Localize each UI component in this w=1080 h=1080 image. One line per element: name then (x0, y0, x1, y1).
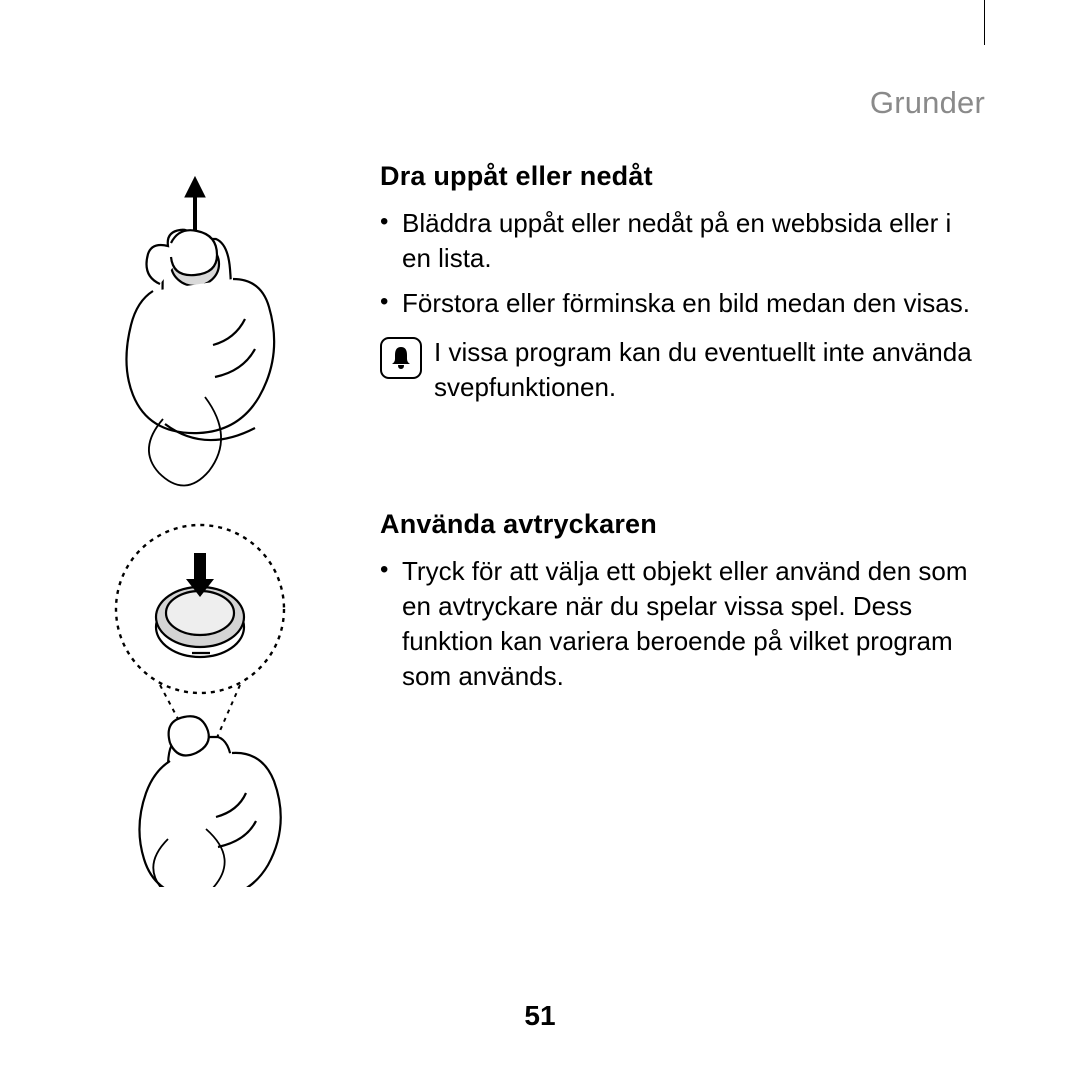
drag-bullets: Bläddra uppåt eller nedåt på en webbsida… (380, 206, 985, 321)
drag-note: I vissa program kan du eventuellt inte a… (380, 335, 985, 405)
page-number: 51 (0, 1000, 1080, 1032)
section-drag-text: Dra uppåt eller nedåt Bläddra uppåt elle… (380, 161, 985, 405)
drag-illustration-svg (105, 169, 335, 489)
drag-bullet-2: Förstora eller förminska en bild medan d… (380, 286, 985, 321)
section-trigger: Använda avtryckaren Tryck för att välja … (95, 509, 985, 887)
trigger-illustration-svg (100, 517, 340, 887)
drag-note-text: I vissa program kan du eventuellt inte a… (434, 335, 985, 405)
trigger-bullet-1: Tryck för att välja ett objekt eller anv… (380, 554, 985, 694)
section-header: Grunder (95, 85, 985, 121)
drag-bullet-1: Bläddra uppåt eller nedåt på en webbsida… (380, 206, 985, 276)
bell-icon (380, 337, 422, 379)
header-rule (984, 0, 985, 45)
section-trigger-text: Använda avtryckaren Tryck för att välja … (380, 509, 985, 708)
drag-heading: Dra uppåt eller nedåt (380, 161, 985, 192)
illustration-drag (95, 161, 345, 489)
illustration-trigger (95, 509, 345, 887)
section-drag: Dra uppåt eller nedåt Bläddra uppåt elle… (95, 161, 985, 489)
trigger-bullets: Tryck för att välja ett objekt eller anv… (380, 554, 985, 694)
trigger-heading: Använda avtryckaren (380, 509, 985, 540)
page: Grunder (0, 0, 1080, 1080)
